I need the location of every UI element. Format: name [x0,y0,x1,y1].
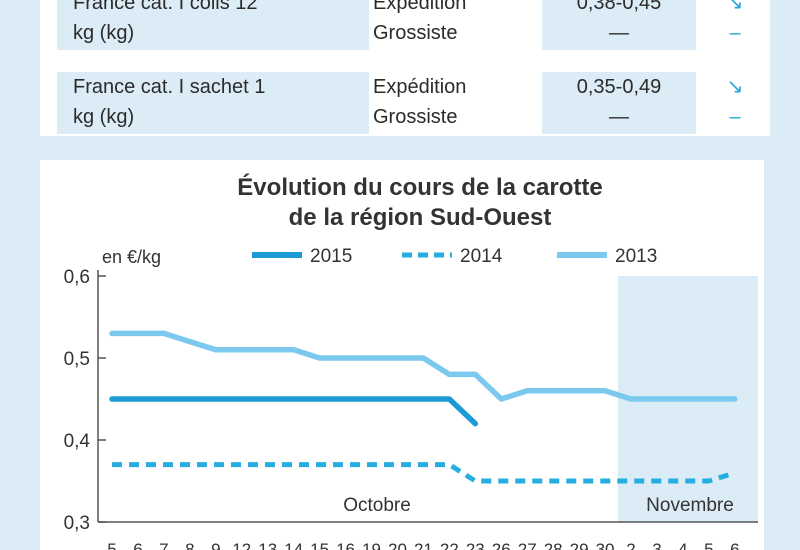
price-line: — [609,22,629,44]
y-axis-label: en €/kg [102,247,161,267]
series-line-2013 [109,330,738,402]
product-line: kg (kg) [73,22,135,44]
x-tick-label: 21 [414,540,433,550]
table-row: France cat. I colis 12 kg (kg) Expéditio… [40,0,770,50]
series-line-2014 [112,462,736,484]
y-tick-label: 0,4 [64,431,91,452]
x-tick-label: 3 [652,540,661,550]
x-tick-label: 4 [678,540,687,550]
x-tick-label: 14 [284,540,303,550]
chart-card: Évolution du cours de la carotte de la ré… [40,160,764,550]
product-cell: France cat. I sachet 1 kg (kg) [57,72,369,134]
stage-line: Grossiste [373,106,458,128]
x-tick-label: 29 [570,540,589,550]
product-line: France cat. I sachet 1 [73,76,266,98]
x-tick-label: 20 [388,540,407,550]
stage-cell: Expédition Grossiste [373,0,543,50]
table-row: France cat. I sachet 1 kg (kg) Expéditio… [40,72,770,134]
stage-line: Expédition [373,76,467,98]
trend-stable-icon: – [729,106,741,128]
x-tick-label: 19 [362,540,381,550]
x-tick-label: 5 [107,540,116,550]
product-line: France cat. I colis 12 [73,0,258,14]
x-tick-label: 15 [310,540,329,550]
stage-cell: Expédition Grossiste [373,72,543,134]
product-line: kg (kg) [73,106,135,128]
x-tick-label: 30 [596,540,615,550]
y-tick-label: 0,6 [64,267,90,288]
price-cell: 0,35-0,49 — [542,72,696,134]
carrot-price-chart: Évolution du cours de la carotte de la ré… [64,173,758,550]
chart-title: de la région Sud-Ouest [289,204,552,231]
legend-label: 2013 [615,246,657,267]
legend-label: 2014 [460,246,503,267]
legend-label: 2015 [310,246,352,267]
y-tick-label: 0,5 [64,349,90,370]
x-tick-label: 12 [232,540,251,550]
x-tick-label: 28 [544,540,563,550]
stage-line: Expédition [373,0,467,14]
month-label: Novembre [646,495,734,516]
price-line: 0,35-0,49 [576,76,662,98]
x-tick-label: 5 [704,540,713,550]
x-tick-label: 23 [466,540,485,550]
y-tick-label: 0,3 [64,513,90,534]
x-tick-label: 2 [626,540,635,550]
x-tick-label: 7 [159,540,168,550]
trend-stable-icon: – [729,22,741,44]
price-line: 0,38-0,45 [576,0,662,14]
x-tick-label: 8 [185,540,194,550]
product-cell: France cat. I colis 12 kg (kg) [57,0,369,50]
month-label: Octobre [343,495,411,516]
price-cell: 0,38-0,45 — [542,0,696,50]
x-tick-label: 22 [440,540,459,550]
price-table: France cat. I colis 12 kg (kg) Expéditio… [40,0,770,136]
x-tick-label: 16 [336,540,355,550]
price-line: — [609,106,629,128]
x-tick-label: 6 [730,540,739,550]
trend-down-icon: ↘ [726,0,744,14]
trend-down-icon: ↘ [726,76,744,98]
x-tick-label: 27 [518,540,537,550]
trend-cell: ↘ – [700,72,770,134]
x-tick-label: 13 [258,540,277,550]
trend-cell: ↘ – [700,0,770,50]
series-line-2015 [109,396,479,427]
x-tick-label: 26 [492,540,511,550]
stage-line: Grossiste [373,22,458,44]
chart-title: Évolution du cours de la carotte [237,173,602,201]
x-tick-label: 6 [133,540,142,550]
x-tick-label: 9 [211,540,220,550]
